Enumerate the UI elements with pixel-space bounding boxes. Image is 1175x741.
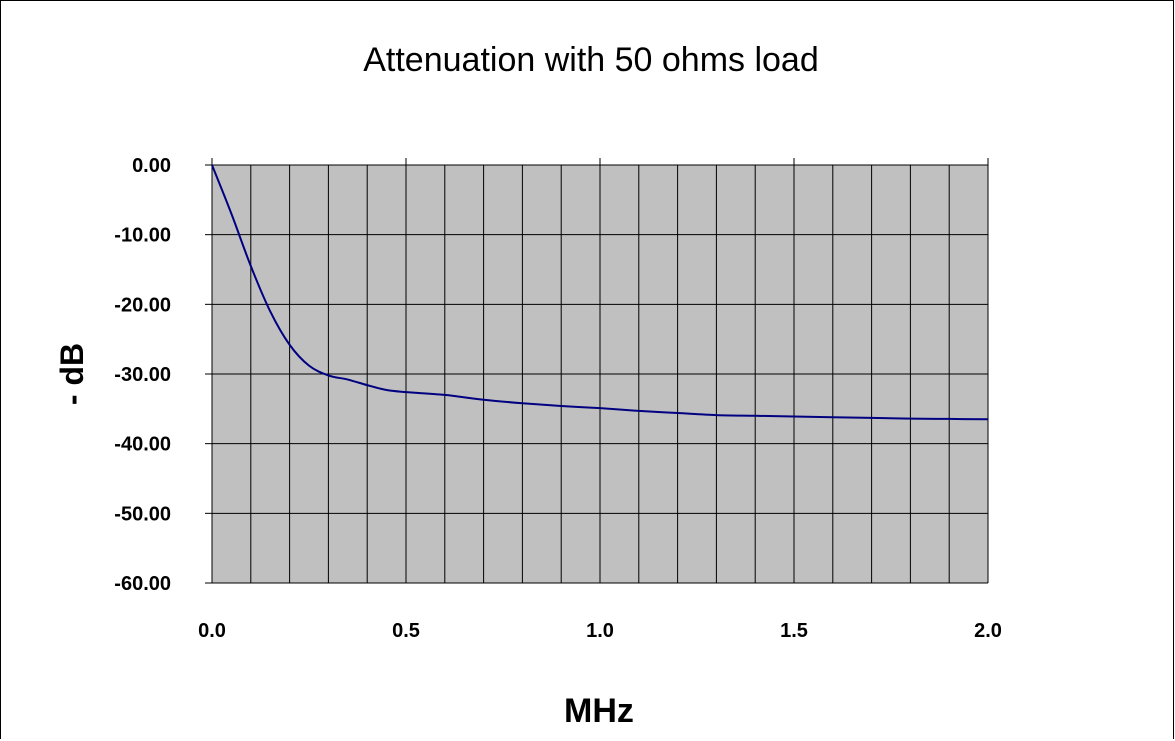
x-tick-label: 1.5 [780,620,808,642]
y-tick-label: -20.00 [114,294,171,316]
y-tick-label: -40.00 [114,434,171,456]
attenuation-series-line [211,164,989,421]
y-tick-label: -30.00 [114,364,171,386]
x-tick-labels: 0.0 0.5 1.0 1.5 2.0 [198,620,1002,642]
y-tick-labels: 0.00 -10.00 -20.00 -30.00 -40.00 -50.00 -60.00 [114,155,171,595]
chart-title: Attenuation with 50 ohms load [363,41,819,79]
x-axis-label: MHz [564,692,634,730]
x-tick-label: 2.0 [974,620,1002,642]
y-tick-label: -50.00 [114,503,171,525]
x-tick-label: 0.5 [392,620,420,642]
axes [205,158,989,584]
x-tick-label: 0.0 [198,620,226,642]
grid [212,165,988,583]
x-tick-label: 1.0 [586,620,614,642]
y-tick-label: 0.00 [132,155,171,177]
y-tick-label: -60.00 [114,573,171,595]
y-tick-label: -10.00 [114,225,171,247]
y-axis-label: - dB [54,343,90,405]
series-group [211,164,989,421]
